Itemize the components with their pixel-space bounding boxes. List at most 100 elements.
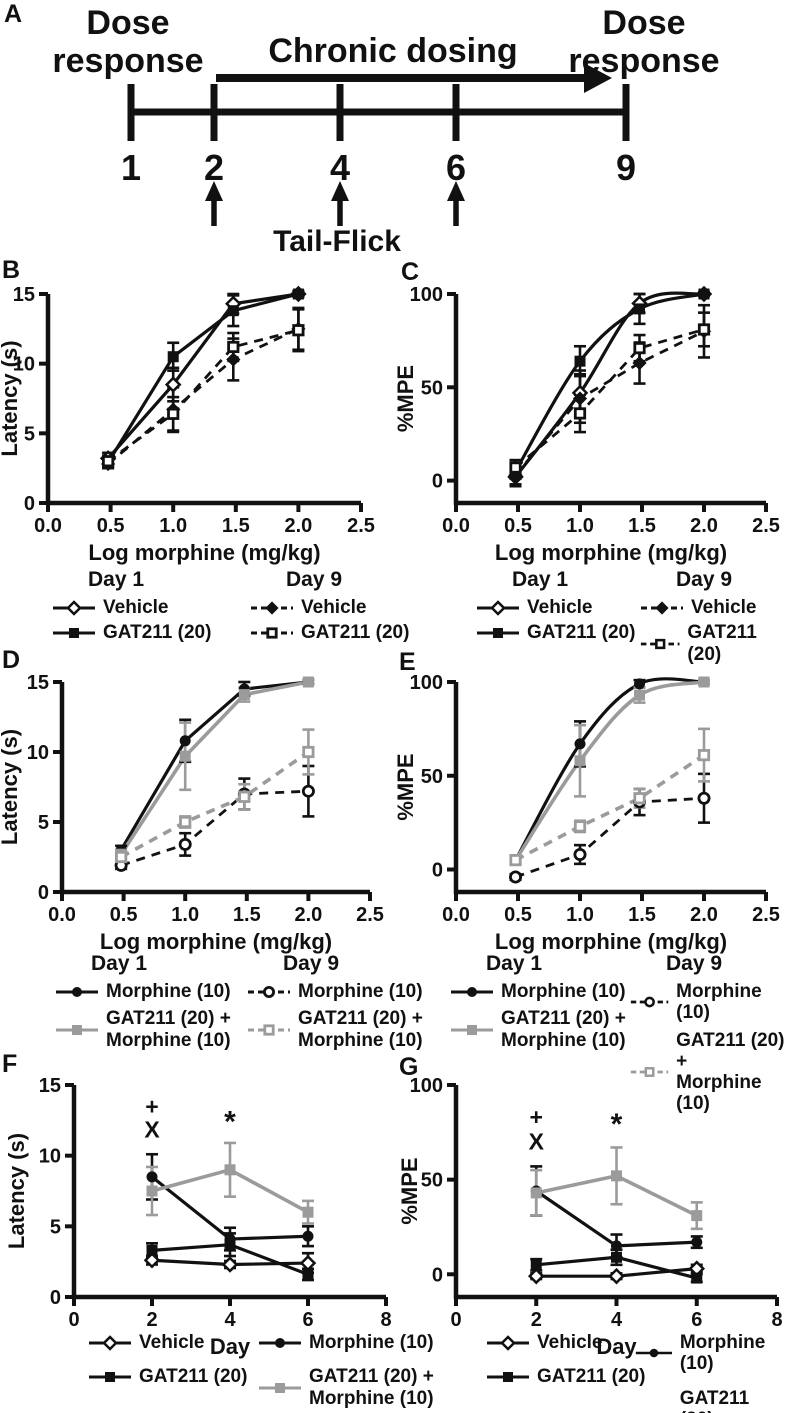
legend-f-column-2: Morphine (10) GAT211 (20) + Morphine (10)	[258, 1332, 434, 1413]
legend-item-label: Morphine (10)	[676, 981, 762, 1024]
panel-d-chart: 0 5 10 15 0.0 0.5 1.0 1.5 2.0 2.5 Log morphine (mg…	[0, 645, 394, 960]
svg-text:8: 8	[771, 1309, 782, 1331]
svg-text:Log morphine (mg/kg): Log morphine (mg/kg)	[495, 540, 727, 565]
legend-column-title: Day 9	[283, 952, 340, 975]
legend-g-column-2: Morphine (10) GAT211 (20) + Morphine (10)	[635, 1332, 787, 1413]
legend-item: GAT211 (20) + Morphine (10)	[247, 1008, 423, 1051]
legend-d-column-2: Day 9 Morphine (10) GAT211 (20) + Morphine…	[247, 952, 423, 1057]
legend-marker-icon	[259, 1382, 301, 1393]
svg-text:0.5: 0.5	[504, 515, 532, 537]
svg-text:100: 100	[410, 672, 443, 694]
svg-text:100: 100	[410, 284, 443, 306]
legend-marker-icon	[89, 1334, 131, 1351]
legend-item: GAT211 (20)	[476, 622, 635, 643]
panel-label-f: F	[2, 1050, 18, 1078]
svg-text:15: 15	[39, 1075, 61, 1097]
legend-marker-icon	[451, 1024, 493, 1035]
legend-item-label: Vehicle	[301, 597, 367, 618]
series-day-9-gat211-20-	[509, 323, 711, 474]
svg-text:1.0: 1.0	[159, 515, 187, 537]
legend-column-title: Day 9	[676, 568, 733, 591]
series-day-9-gat211-20-morphine-10-	[115, 745, 315, 864]
panel-label-e: E	[399, 648, 416, 676]
legend-item-label: GAT211 (20) + Morphine (10)	[679, 1387, 750, 1413]
series-lines	[514, 677, 706, 879]
legend-item-label: GAT211 (20) + Morphine (10)	[501, 1008, 626, 1051]
svg-text:2: 2	[204, 147, 224, 188]
legend-column-title: Day 1	[512, 568, 569, 591]
error-bars	[102, 289, 305, 470]
panel-g-chart: 0 50 100 0 2 4 6 8 Day %MPE + X *	[393, 1060, 787, 1365]
legend-marker-icon	[477, 599, 519, 616]
panel-label-g: G	[399, 1053, 419, 1081]
svg-text:*: *	[611, 1108, 623, 1141]
legend-item: GAT211 (20)	[88, 1366, 247, 1387]
svg-text:1.5: 1.5	[628, 515, 656, 537]
legend-column-title: Day 1	[486, 952, 543, 975]
svg-text:+: +	[530, 1104, 543, 1130]
panel-b-chart: 0 5 10 15 0.0 0.5 1.0 1.5 2.0 2.5 Log morphine (mg…	[0, 255, 394, 570]
legend-item-label: Vehicle	[103, 597, 169, 618]
series-day-1-vehicle	[507, 285, 713, 486]
svg-text:15: 15	[13, 284, 35, 306]
legend-item: GAT211 (20) + Morphine (10)	[55, 1008, 231, 1051]
chart-svg-f: 0 5 10 15 0 2 4 6 8 Day Latency (s) +X *	[4, 1075, 392, 1359]
legend-item: Morphine (10)	[450, 981, 626, 1002]
legend-marker-icon	[477, 627, 519, 638]
legend-column-title: Day 1	[91, 952, 148, 975]
panel-e-chart: 0 50 100 0.0 0.5 1.0 1.5 2.0 2.5 Log morphine (mg…	[393, 645, 787, 960]
svg-text:*: *	[224, 1106, 236, 1139]
series-day-9-vehicle	[508, 324, 712, 483]
legend-item-label: Morphine (10)	[501, 981, 626, 1002]
svg-text:1.5: 1.5	[628, 904, 656, 926]
legend-item-label: GAT211 (20) + Morphine (10)	[309, 1366, 434, 1409]
legend-item-label: Morphine (10)	[298, 981, 423, 1002]
svg-text:5: 5	[38, 812, 49, 834]
legend-marker-icon	[259, 1337, 301, 1348]
series-day-9-morphine-10-	[509, 791, 711, 884]
svg-text:5: 5	[50, 1216, 61, 1238]
svg-text:2.0: 2.0	[690, 904, 718, 926]
svg-text:Tail-Flick: Tail-Flick	[273, 225, 401, 255]
legend-b-column-1: Day 1 Vehicle GAT211 (20)	[52, 568, 211, 648]
series-day-9-morphine-10-	[114, 784, 315, 872]
svg-text:0.0: 0.0	[34, 515, 62, 537]
chart-svg-g: 0 50 100 0 2 4 6 8 Day %MPE +X *	[397, 1075, 783, 1359]
svg-text:0.5: 0.5	[504, 904, 532, 926]
svg-text:2: 2	[531, 1309, 542, 1331]
svg-text:Log morphine (mg/kg): Log morphine (mg/kg)	[495, 929, 727, 954]
svg-text:0: 0	[432, 471, 443, 493]
legend-marker-icon	[451, 986, 493, 997]
legend-marker-icon	[487, 1371, 529, 1382]
svg-text:1.5: 1.5	[222, 515, 250, 537]
series-lines	[119, 680, 310, 867]
legend-item-label: Vehicle	[527, 597, 593, 618]
legend-item: Vehicle	[476, 597, 635, 618]
legend-item: GAT211 (20) + Morphine (10)	[635, 1388, 787, 1413]
svg-text:X: X	[144, 1116, 160, 1142]
svg-text:0.0: 0.0	[442, 515, 470, 537]
legend-marker-icon	[641, 601, 683, 615]
svg-text:6: 6	[446, 147, 466, 188]
legend-column-title: Day 1	[88, 568, 145, 591]
svg-text:X: X	[529, 1128, 545, 1154]
legend-marker-icon	[640, 638, 680, 649]
legend-item-label: Vehicle	[691, 597, 757, 618]
svg-text:Day: Day	[596, 1334, 637, 1359]
legend-item: GAT211 (20)	[250, 622, 409, 643]
svg-text:1: 1	[121, 147, 141, 188]
svg-text:Log morphine (mg/kg): Log morphine (mg/kg)	[100, 929, 332, 954]
svg-text:4: 4	[611, 1309, 623, 1331]
axes: 0 50 100 0.0 0.5 1.0 1.5 2.0 2.5 Log morphine (mg…	[393, 672, 780, 954]
legend-item: GAT211 (20)	[640, 622, 787, 665]
legend-marker-icon	[251, 601, 293, 615]
panel-label-d: D	[2, 646, 21, 674]
svg-text:0: 0	[68, 1309, 79, 1331]
svg-text:Latency (s): Latency (s)	[4, 1133, 29, 1249]
legend-item: Vehicle	[52, 597, 211, 618]
axes: 0 5 10 15 0 2 4 6 8 Day Latency (s)	[4, 1075, 392, 1359]
svg-text:0: 0	[432, 1264, 443, 1286]
legend-item: Morphine (10)	[258, 1332, 434, 1353]
chart-svg-b: 0 5 10 15 0.0 0.5 1.0 1.5 2.0 2.5 Log morphine (mg…	[0, 284, 375, 565]
